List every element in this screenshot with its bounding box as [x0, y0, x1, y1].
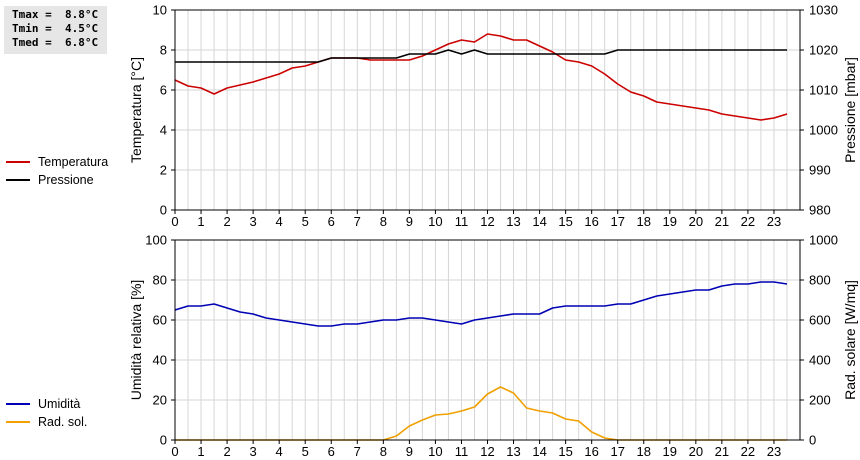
y2-tick-label: 600	[809, 313, 831, 328]
stats-box: Tmax = 8.8°C Tmin = 4.5°C Tmed = 6.8°C	[4, 6, 107, 54]
x-tick-label: 8	[380, 444, 387, 459]
x-tick-label: 13	[506, 444, 520, 459]
y2-tick-label: 0	[809, 433, 816, 448]
legend-item-temperatura: Temperatura	[6, 153, 108, 171]
y-tick-label: 100	[145, 233, 167, 248]
x-tick-label: 12	[480, 444, 494, 459]
legend-item-pressione: Pressione	[6, 171, 108, 189]
legend-label-pressione: Pressione	[38, 173, 94, 187]
x-tick-label: 3	[250, 444, 257, 459]
y2-tick-label: 1000	[809, 233, 838, 248]
y-axis-title: Umidità relativa [%]	[128, 280, 144, 401]
y2-tick-label: 800	[809, 273, 831, 288]
legend-label-temperatura: Temperatura	[38, 155, 109, 169]
x-tick-label: 20	[689, 214, 703, 229]
x-tick-label: 23	[767, 214, 781, 229]
y2-tick-label: 400	[809, 353, 831, 368]
x-tick-label: 16	[584, 214, 598, 229]
x-tick-label: 11	[455, 214, 469, 229]
x-tick-label: 23	[767, 444, 781, 459]
y-tick-label: 20	[153, 393, 167, 408]
stat-tmin: Tmin = 4.5°C	[12, 22, 99, 35]
x-tick-label: 6	[328, 214, 335, 229]
y2-tick-label: 1020	[809, 43, 838, 58]
x-tick-label: 21	[715, 444, 729, 459]
legend-label-umidita: Umidità	[38, 397, 81, 411]
x-tick-label: 14	[532, 444, 546, 459]
x-tick-label: 22	[741, 444, 755, 459]
x-tick-label: 18	[637, 214, 651, 229]
x-tick-label: 7	[354, 444, 361, 459]
x-tick-label: 4	[276, 214, 283, 229]
x-tick-label: 14	[532, 214, 546, 229]
x-tick-label: 6	[328, 444, 335, 459]
x-tick-label: 15	[558, 444, 572, 459]
legend-swatch-temperatura	[6, 161, 30, 163]
x-tick-label: 5	[302, 214, 309, 229]
y2-axis-title: Rad. solare [W/mq]	[842, 280, 858, 400]
x-tick-label: 2	[223, 444, 230, 459]
legend-item-umidita: Umidità	[6, 395, 87, 413]
x-tick-label: 20	[689, 444, 703, 459]
x-tick-label: 10	[428, 444, 442, 459]
x-tick-label: 9	[406, 214, 413, 229]
x-tick-label: 5	[302, 444, 309, 459]
y-tick-label: 10	[153, 3, 167, 18]
y2-tick-label: 990	[809, 163, 831, 178]
series-line-rad-sol-	[175, 386, 787, 441]
y2-tick-label: 1010	[809, 83, 838, 98]
x-tick-label: 11	[455, 444, 469, 459]
y-tick-label: 0	[160, 203, 167, 218]
x-tick-label: 18	[637, 444, 651, 459]
x-tick-label: 15	[558, 214, 572, 229]
x-tick-label: 3	[250, 214, 257, 229]
legend-swatch-pressione	[6, 179, 30, 181]
series-line-umidit-	[174, 281, 788, 327]
y-tick-label: 0	[160, 433, 167, 448]
y-tick-label: 4	[160, 123, 167, 138]
series-line-temperatura	[174, 33, 788, 121]
y-tick-label: 2	[160, 163, 167, 178]
x-tick-label: 10	[428, 214, 442, 229]
x-tick-label: 1	[197, 444, 204, 459]
x-tick-label: 4	[276, 444, 283, 459]
x-tick-label: 0	[171, 214, 178, 229]
x-tick-label: 16	[584, 444, 598, 459]
y-tick-label: 60	[153, 313, 167, 328]
y2-tick-label: 980	[809, 203, 831, 218]
stat-tmax: Tmax = 8.8°C	[12, 8, 99, 21]
y-tick-label: 80	[153, 273, 167, 288]
y-axis-title: Temperatura [°C]	[128, 57, 144, 163]
legend-label-rad-sol: Rad. sol.	[38, 415, 88, 429]
x-tick-label: 9	[406, 444, 413, 459]
x-tick-label: 19	[663, 444, 677, 459]
series-line-pressione	[175, 49, 787, 63]
x-tick-label: 12	[480, 214, 494, 229]
x-tick-label: 21	[715, 214, 729, 229]
y2-tick-label: 200	[809, 393, 831, 408]
x-tick-label: 22	[741, 214, 755, 229]
x-tick-label: 0	[171, 444, 178, 459]
x-tick-label: 17	[610, 444, 624, 459]
legend-bottom: Umidità Rad. sol.	[6, 395, 87, 431]
x-tick-label: 19	[663, 214, 677, 229]
stat-tmed: Tmed = 6.8°C	[12, 36, 99, 49]
legend-swatch-umidita	[6, 403, 30, 405]
legend-top: Temperatura Pressione	[6, 153, 108, 189]
y2-axis-title: Pressione [mbar]	[842, 57, 858, 163]
y2-tick-label: 1030	[809, 3, 838, 18]
y2-tick-label: 1000	[809, 123, 838, 138]
legend-swatch-rad-sol	[6, 421, 30, 423]
legend-item-rad-sol: Rad. sol.	[6, 413, 87, 431]
x-tick-label: 1	[197, 214, 204, 229]
x-tick-label: 7	[354, 214, 361, 229]
x-tick-label: 17	[610, 214, 624, 229]
x-tick-label: 2	[223, 214, 230, 229]
y-tick-label: 6	[160, 83, 167, 98]
y-tick-label: 8	[160, 43, 167, 58]
x-tick-label: 13	[506, 214, 520, 229]
y-tick-label: 40	[153, 353, 167, 368]
x-tick-label: 8	[380, 214, 387, 229]
